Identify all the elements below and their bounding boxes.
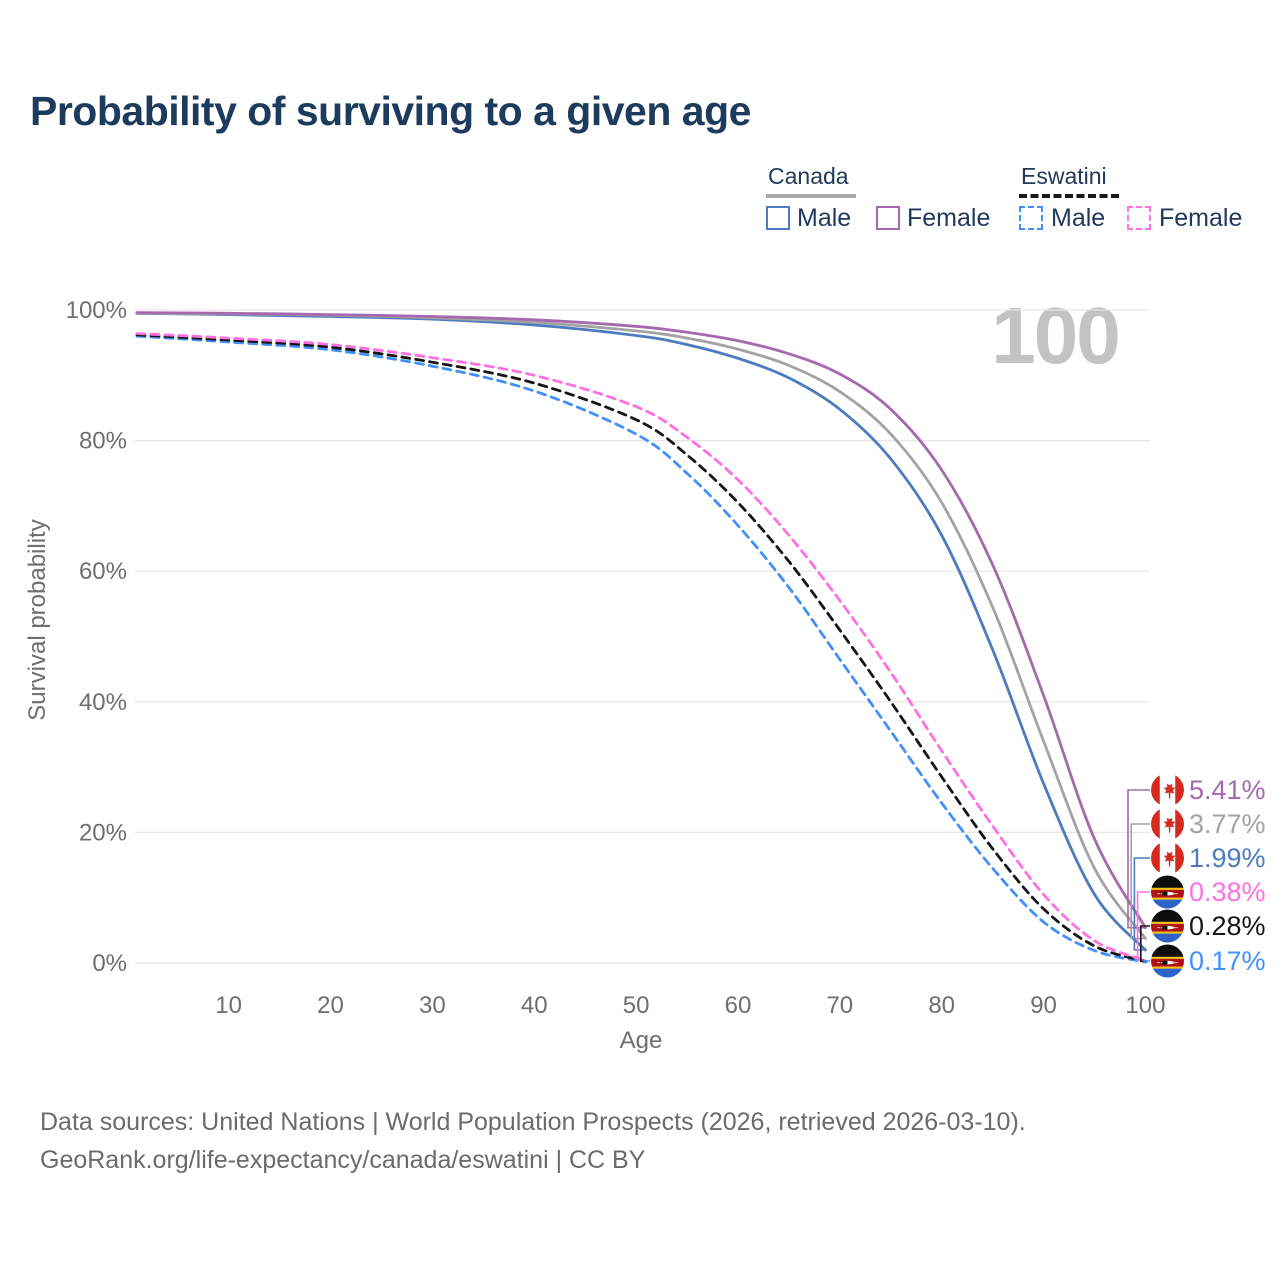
end-value-label-canada-female: 5.41% (1189, 775, 1266, 805)
footer-attribution[interactable]: GeoRank.org/life-expectancy/canada/eswat… (40, 1146, 646, 1174)
y-axis-title: Survival probability (24, 519, 51, 720)
curve-eswatini-male[interactable] (135, 334, 1147, 964)
y-tick-label-0: 0% (92, 950, 127, 977)
watermark-age-counter: 100 (991, 291, 1120, 380)
x-tick-label-50: 50 (623, 992, 650, 1019)
legend: Canada Male Female Eswatini Male Female (0, 160, 1280, 240)
legend-underline-eswatini-dashed-line (1019, 194, 1119, 198)
y-tick-label-20: 20% (79, 819, 127, 846)
legend-swatch-canada-male[interactable] (766, 206, 790, 230)
end-label-connector-0 (1127, 789, 1150, 929)
legend-item-canada-male[interactable]: Male (797, 204, 852, 232)
x-tick-label-90: 90 (1030, 992, 1057, 1019)
x-tick-label-60: 60 (725, 992, 752, 1019)
eswatini-flag-icon (1151, 876, 1184, 909)
end-value-label-canada-male: 1.99% (1189, 843, 1266, 873)
x-tick-label-40: 40 (521, 992, 548, 1019)
end-value-label-eswatini-both-sexes: 0.28% (1189, 911, 1266, 941)
legend-group-title-eswatini: Eswatini (1021, 163, 1107, 189)
y-tick-label-40: 40% (79, 689, 127, 716)
legend-swatch-eswatini-male[interactable] (1019, 206, 1043, 230)
curve-canada-both-sexes[interactable] (135, 311, 1147, 940)
survival-chart: 0% 20% 40% 60% 80% 100% Survival probability 10… (24, 297, 1266, 1054)
canada-flag-icon (1151, 808, 1184, 841)
x-axis-title: Age (620, 1027, 663, 1054)
legend-swatch-canada-female[interactable] (876, 206, 900, 230)
end-value-label-canada-both-sexes: 3.77% (1189, 809, 1266, 839)
x-tick-label-10: 10 (215, 992, 242, 1019)
end-label-connector-4 (1140, 925, 1150, 962)
x-tick-label-80: 80 (928, 992, 955, 1019)
y-tick-label-60: 60% (79, 558, 127, 585)
x-tick-label-20: 20 (317, 992, 344, 1019)
curve-canada-female[interactable] (135, 311, 1147, 930)
end-label-connector-2 (1133, 857, 1150, 951)
legend-swatch-eswatini-female[interactable] (1127, 206, 1151, 230)
page-title: Probability of surviving to a given age (30, 88, 751, 134)
legend-item-eswatini-female[interactable]: Female (1159, 204, 1243, 232)
legend-item-canada-female[interactable]: Female (907, 204, 991, 232)
y-tick-label-100: 100% (66, 297, 127, 324)
curve-eswatini-female[interactable] (135, 332, 1147, 962)
legend-group-title-canada: Canada (768, 163, 849, 189)
x-tick-label-70: 70 (826, 992, 853, 1019)
x-tick-label-100: 100 (1125, 992, 1165, 1019)
end-value-label-eswatini-female: 0.38% (1189, 877, 1266, 907)
end-label-connector-5 (1143, 960, 1150, 963)
y-tick-label-80: 80% (79, 428, 127, 455)
legend-underline-canada-solid-line (766, 194, 856, 198)
eswatini-flag-icon (1151, 945, 1184, 978)
x-tick-label-30: 30 (419, 992, 446, 1019)
end-value-label-eswatini-male: 0.17% (1189, 946, 1266, 976)
legend-item-eswatini-male[interactable]: Male (1051, 204, 1106, 232)
canada-flag-icon (1151, 774, 1184, 807)
footer-data-sources: Data sources: United Nations | World Pop… (40, 1108, 1026, 1136)
eswatini-flag-icon (1151, 910, 1184, 943)
curve-eswatini-both-sexes[interactable] (135, 333, 1147, 963)
canada-flag-icon (1151, 842, 1184, 875)
